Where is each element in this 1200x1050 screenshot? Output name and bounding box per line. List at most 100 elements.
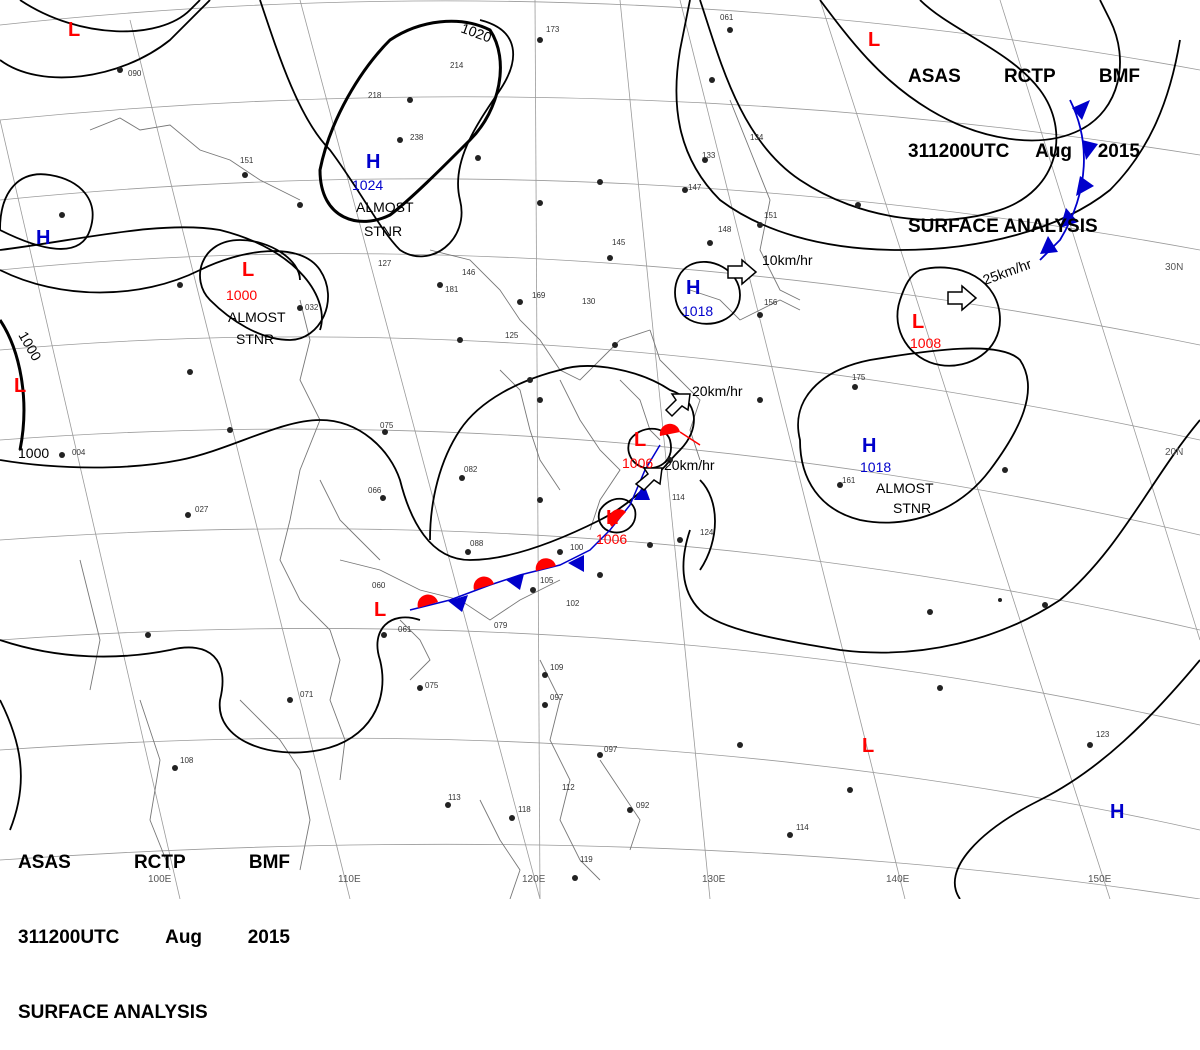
low-center: L: [68, 19, 80, 41]
motion-arrow-icon: [727, 258, 758, 286]
lon-label: 100E: [148, 874, 172, 885]
high-center: H: [36, 227, 50, 249]
station-value: 156: [764, 298, 778, 307]
center-note: STNR: [364, 223, 402, 239]
warm-front-bump: [417, 594, 438, 608]
station-value: 181: [445, 285, 459, 294]
station-value: 060: [372, 581, 386, 590]
station-value: 133: [702, 151, 716, 160]
longitude-lines: [0, 0, 1200, 899]
lon-label: 140E: [886, 874, 910, 885]
cold-front-tooth: [506, 574, 524, 590]
station-value: 134: [750, 133, 764, 142]
station-value: 118: [518, 805, 531, 814]
lon-label: 110E: [338, 874, 361, 885]
cold-front-tooth: [1060, 208, 1078, 228]
station-value: 123: [1096, 730, 1110, 739]
station-value: 090: [128, 69, 142, 78]
isobar-label: 1000: [18, 445, 49, 461]
station-value: 100: [570, 543, 584, 552]
coastlines: [79, 99, 801, 899]
station-value: 125: [505, 331, 519, 340]
station-value: 127: [378, 259, 392, 268]
warm-front-bump: [473, 576, 494, 590]
lon-label: 150E: [1088, 874, 1112, 885]
isobar-labels: 1020 1000 1000: [15, 20, 494, 461]
pressure-centers: H 1024 ALMOST STNR L 1000 ALMOST STNR H …: [14, 19, 1124, 823]
title-line-3: SURFACE ANALYSIS: [908, 216, 1098, 237]
center-pressure: 1008: [910, 335, 941, 351]
warm-front-bump: [659, 423, 680, 436]
high-center: H: [1110, 801, 1124, 823]
station-value: 112: [562, 783, 575, 792]
station-value: 218: [368, 91, 382, 100]
station-value: 119: [580, 855, 593, 864]
title-line-2: 311200UTC Aug 2015: [18, 927, 290, 948]
center-pressure: 1000: [226, 287, 257, 303]
cold-front-east: [1039, 99, 1098, 261]
center-pressure: 1018: [682, 303, 713, 319]
station-value: 061: [398, 625, 412, 634]
motion-speed: 20km/hr: [664, 457, 715, 473]
station-value: 061: [720, 13, 734, 22]
station-value: 102: [566, 599, 580, 608]
low-center: L: [374, 599, 386, 621]
station-value: 092: [636, 801, 650, 810]
center-note: ALMOST: [356, 199, 414, 215]
motion-arrow-icon: [634, 467, 663, 491]
cold-front-tooth: [448, 595, 468, 612]
station-value: 175: [852, 373, 866, 382]
station-value: 130: [582, 297, 596, 306]
high-center: H: [366, 151, 380, 173]
station-value: 113: [448, 793, 461, 802]
station-value: 097: [550, 693, 564, 702]
weather-map: 100E 110E 120E 130E 140E 150E 30N 20N 10…: [0, 0, 1200, 899]
station-value: 075: [425, 681, 439, 690]
station-value: 169: [532, 291, 546, 300]
title-line-3: SURFACE ANALYSIS: [18, 1002, 208, 1023]
center-pressure: 1024: [352, 177, 383, 193]
station-values: 173 214 218 238 151 090 032 127 146 181 …: [72, 13, 1110, 864]
grid-labels: 100E 110E 120E 130E 140E 150E 30N 20N: [148, 262, 1183, 885]
chart-title-top: ASAS RCTP BMF 311200UTC Aug 2015 SURFACE…: [908, 14, 1140, 264]
center-note: STNR: [893, 500, 931, 516]
low-center: L: [606, 507, 618, 529]
station-value: 097: [604, 745, 618, 754]
station-value: 082: [464, 465, 478, 474]
motion-arrow-icon: [947, 284, 978, 312]
center-pressure: 1018: [860, 459, 891, 475]
low-center: L: [868, 29, 880, 51]
station-value: 071: [300, 690, 314, 699]
station-value: 108: [180, 756, 194, 765]
low-center: L: [634, 429, 646, 451]
cold-front-tooth: [634, 484, 650, 500]
station-value: 173: [546, 25, 560, 34]
low-center: L: [912, 311, 924, 333]
title-line-2: 311200UTC Aug 2015: [908, 141, 1140, 162]
station-value: 151: [764, 211, 778, 220]
station-value: 004: [72, 448, 86, 457]
station-value: 161: [842, 476, 856, 485]
cold-front-tooth: [1082, 140, 1098, 160]
motion-speed: 10km/hr: [762, 252, 813, 268]
warm-front-bump: [535, 558, 556, 571]
station-value: 151: [240, 156, 254, 165]
station-value: 027: [195, 505, 209, 514]
center-note: ALMOST: [228, 309, 286, 325]
latitude-lines: [0, 0, 1200, 899]
motion-arrow-icon: [664, 393, 691, 418]
cold-front-tooth: [1072, 100, 1090, 120]
title-line-1: ASAS RCTP BMF: [908, 66, 1140, 87]
motion-arrows: [634, 258, 978, 491]
high-center: H: [686, 277, 700, 299]
station-value: 079: [494, 621, 508, 630]
center-note: ALMOST: [876, 480, 934, 496]
cold-front-tooth: [568, 555, 584, 572]
station-dots: [59, 27, 1093, 881]
station-value: 146: [462, 268, 476, 277]
station-value: 148: [718, 225, 732, 234]
station-value: 124: [700, 528, 714, 537]
station-value: 066: [368, 486, 382, 495]
station-value: 214: [450, 61, 464, 70]
title-line-1: ASAS RCTP BMF: [18, 852, 290, 873]
